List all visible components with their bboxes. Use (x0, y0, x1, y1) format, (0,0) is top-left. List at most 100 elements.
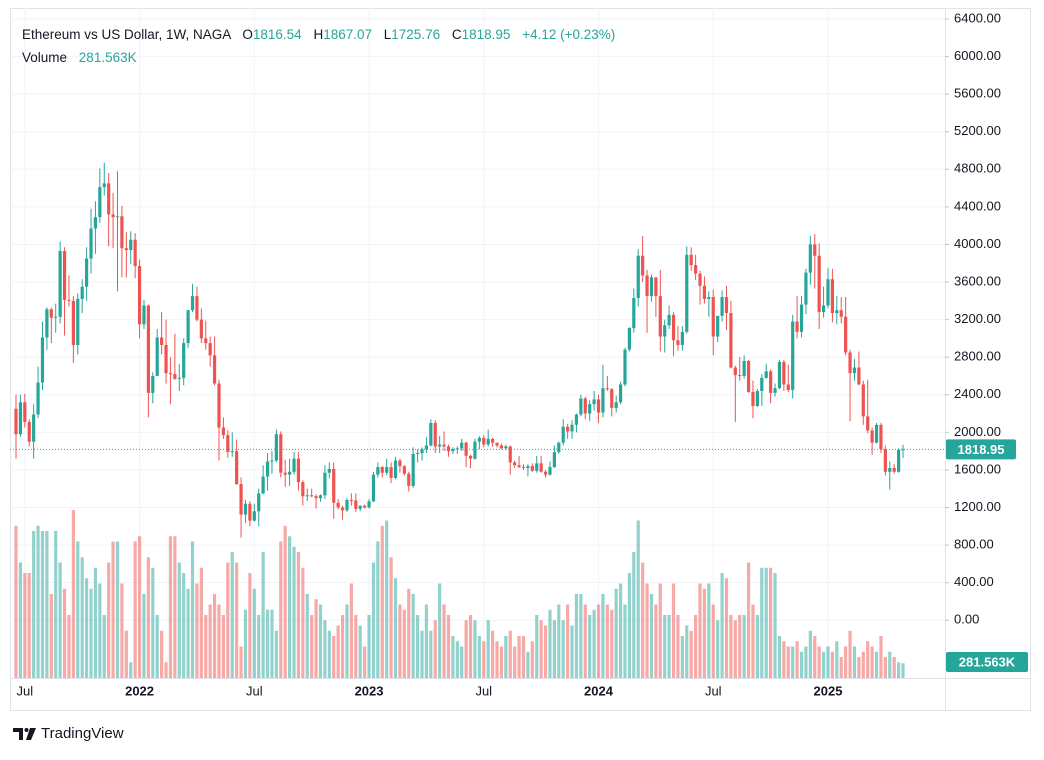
candle-body (398, 460, 402, 467)
candle-body (773, 388, 777, 393)
volume-bar (217, 604, 221, 678)
volume-bar (769, 567, 773, 678)
candle-body (173, 374, 177, 379)
volume-bar (186, 588, 190, 678)
candle-body (804, 272, 808, 305)
candle-body (137, 266, 142, 325)
candle-body (199, 319, 203, 339)
y-tick-label: 0.00 (954, 612, 979, 627)
y-tick-label: 4800.00 (954, 161, 1001, 176)
candle-body (623, 349, 627, 385)
candle-body (530, 466, 534, 471)
candle-body (451, 449, 455, 452)
candle-body (782, 361, 786, 385)
candle-body (182, 343, 186, 378)
volume-bar (270, 609, 274, 678)
volume-bar (557, 604, 561, 678)
candle-body (23, 402, 27, 423)
candles (14, 162, 905, 538)
candle-body (111, 214, 115, 218)
volume-bar (49, 594, 53, 678)
candle-body (411, 453, 415, 486)
volume-bar (23, 573, 27, 678)
volume-bar (376, 541, 380, 678)
candle-body (680, 331, 684, 345)
volume-bar (539, 620, 543, 678)
candle-body (729, 313, 733, 368)
volume-bar (552, 620, 556, 678)
volume-bar (808, 630, 812, 678)
candle-body (327, 468, 331, 473)
volume-bar (111, 541, 115, 678)
x-tick-label: 2025 (814, 683, 843, 698)
candle-body (614, 402, 618, 408)
volume-bar (433, 620, 437, 678)
volume-bar (292, 546, 296, 678)
candle-body (301, 482, 305, 497)
x-tick-label: Jul (17, 683, 34, 698)
candle-body (367, 501, 371, 508)
candle-body (486, 438, 490, 445)
candle-body (318, 495, 323, 499)
candle-body (429, 422, 433, 446)
candle-body (769, 371, 773, 393)
candle-body (742, 360, 746, 376)
candle-body (146, 305, 150, 393)
candle-body (248, 503, 252, 521)
candle-body (667, 314, 671, 326)
volume-bar (363, 646, 367, 678)
x-tick-label: 2024 (584, 683, 614, 698)
volume-bar (883, 657, 887, 678)
candle-body (649, 277, 654, 297)
candle-body (755, 391, 759, 407)
candle-body (751, 391, 755, 407)
volume-bar (618, 583, 623, 678)
volume-bar (777, 636, 782, 678)
volume-bar (530, 641, 534, 678)
volume-bar (296, 552, 301, 678)
volume-bar (102, 615, 106, 678)
logo-dot (24, 728, 29, 732)
volume-bar (574, 594, 579, 678)
volume-bar (98, 583, 102, 678)
volume-bar (318, 604, 323, 678)
volume-bar (724, 578, 729, 678)
candle-body (539, 463, 543, 472)
candle-body (49, 309, 53, 318)
candle-body (702, 285, 707, 299)
volume-bar (389, 557, 393, 678)
candle-body (349, 499, 353, 501)
candle-body (848, 352, 852, 374)
volume-bar (654, 604, 658, 678)
candle-body (689, 254, 693, 266)
candle-body (658, 296, 662, 337)
volume-bar (173, 536, 177, 678)
volume-bar (252, 588, 256, 678)
volume-bar (451, 636, 455, 678)
candle-body (482, 437, 486, 445)
candle-body (808, 244, 812, 273)
candle-body (888, 468, 892, 472)
candle-body (243, 503, 248, 515)
candle-body (716, 315, 720, 337)
volume-bar (543, 625, 548, 678)
volume-bar (817, 646, 821, 678)
volume-bar (442, 604, 446, 678)
volume-bar (596, 604, 601, 678)
candle-body (671, 314, 676, 341)
volume-bar (570, 625, 574, 678)
candle-body (879, 424, 883, 450)
candle-body (561, 426, 565, 443)
volume-bar (641, 562, 645, 678)
y-tick-label: 3200.00 (954, 311, 1001, 326)
volume-bar (517, 636, 521, 678)
volume-bar (795, 641, 799, 678)
candle-body (14, 408, 18, 435)
candle-body (195, 296, 199, 320)
candle-body (473, 441, 477, 459)
volume-bar (627, 573, 632, 678)
volume-bar (879, 636, 883, 678)
volume-bar (146, 557, 150, 678)
candle-body (226, 435, 230, 453)
candle-body (455, 448, 459, 450)
